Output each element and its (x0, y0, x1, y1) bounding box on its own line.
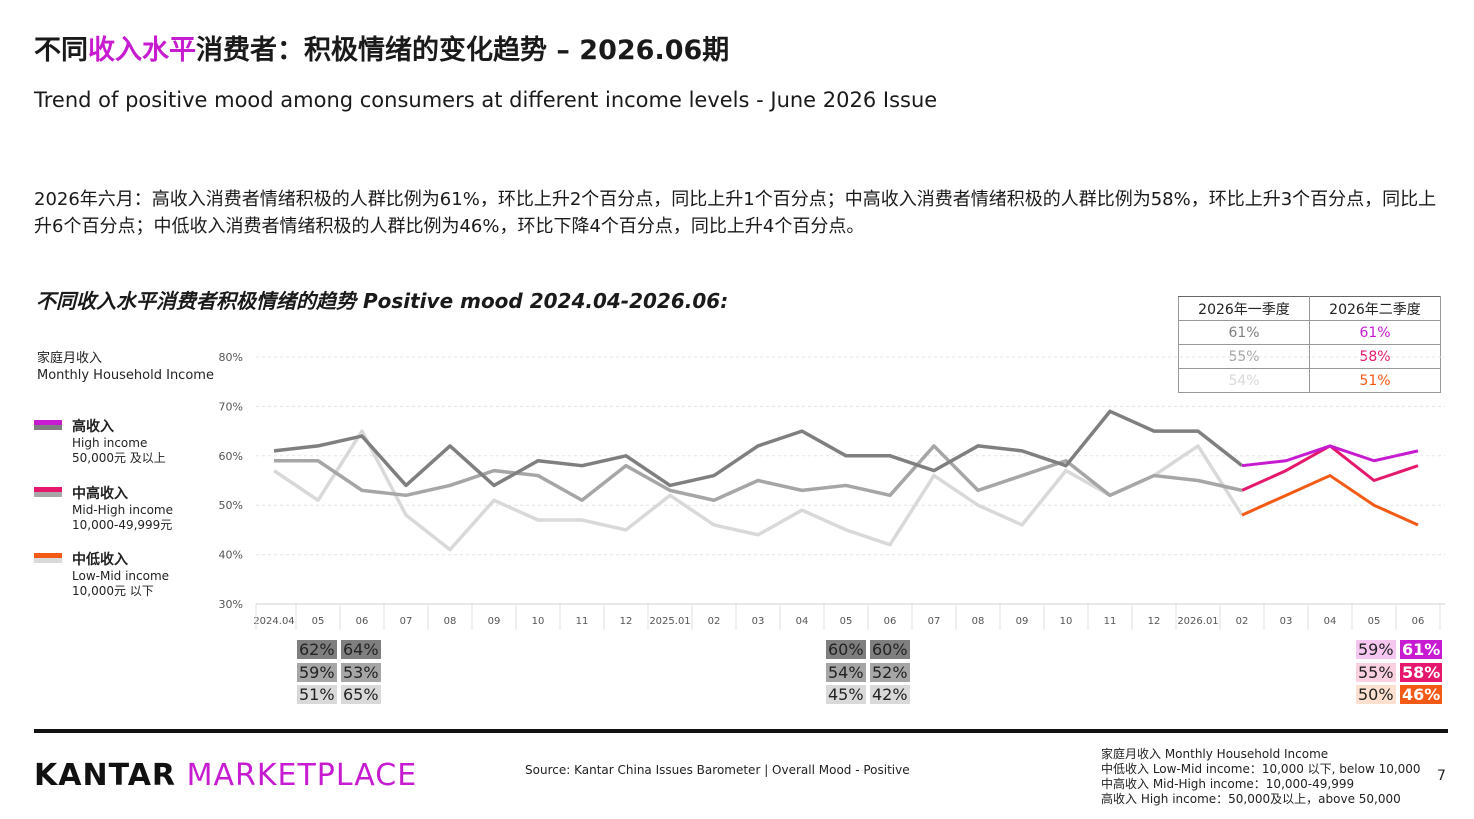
x-tick-label: 09 (1016, 616, 1029, 627)
quarter-header-q1: 2026年一季度 (1178, 296, 1310, 321)
x-tick-label: 07 (400, 616, 413, 627)
x-tick-label: 02 (1236, 616, 1249, 627)
line-chart: 30% 40% 50% 60% 70% 80% 2024.04 05 06 07 08 09 10 11 1… (219, 351, 1445, 630)
value-label-g2-high-1: 60% (870, 640, 910, 659)
value-label-g3-lowmid-1: 46% (1400, 685, 1443, 704)
legend-title: 家庭月收入 Monthly Household Income (37, 350, 214, 384)
legend-title-en: Monthly Household Income (37, 368, 214, 383)
series-line-midhigh-recent (1241, 444, 1419, 492)
series-line-lowmid-recent (1241, 474, 1419, 527)
value-label-g1-lowmid-0: 51% (297, 685, 337, 704)
value-label-g2-lowmid-0: 45% (826, 685, 866, 704)
x-tick-label: 08 (972, 616, 985, 627)
quarter-cell: 61% (1178, 320, 1310, 345)
x-tick-label: 04 (1324, 616, 1337, 627)
value-label-g2-high-0: 60% (826, 640, 866, 659)
value-label-g1-midhigh-0: 59% (297, 663, 337, 682)
x-tick-label: 08 (444, 616, 457, 627)
y-tick-label: 50% (219, 499, 243, 512)
value-label-g3-midhigh-0: 55% (1356, 663, 1396, 682)
quarter-row-high: 61% 61% (1178, 320, 1441, 345)
x-tick-label: 05 (1368, 616, 1381, 627)
x-tick-label: 12 (620, 616, 633, 627)
x-tick-label: 10 (1060, 616, 1073, 627)
series-line-midhigh-history (274, 444, 1243, 503)
value-label-g2-midhigh-1: 52% (870, 663, 910, 682)
value-label-g1-midhigh-1: 53% (341, 663, 381, 682)
x-tick-label: 05 (840, 616, 853, 627)
chart-title: 不同收入水平消费者积极情绪的趋势 Positive mood 2024.04-2… (36, 289, 729, 313)
x-tick-label: 2025.01 (649, 616, 690, 627)
y-tick-label: 60% (219, 450, 243, 463)
series-line-lowmid-history (273, 429, 1244, 552)
value-label-g2-lowmid-1: 42% (870, 685, 910, 704)
x-tick-label: 11 (576, 616, 589, 627)
x-tick-label: 2024.04 (253, 616, 294, 627)
legend-swatch-high (34, 420, 62, 430)
x-tick-label: 03 (1280, 616, 1293, 627)
x-tick-label: 11 (1104, 616, 1117, 627)
y-tick-label: 40% (219, 549, 243, 562)
footer-divider (34, 729, 1448, 733)
quarter-row-lowmid: 54% 51% (1178, 368, 1441, 393)
legend-swatch-midhigh (34, 487, 62, 497)
x-tick-label: 09 (488, 616, 501, 627)
series-line-high-history (273, 409, 1244, 488)
legend-swatch-lowmid (34, 553, 62, 563)
quarter-cell: 54% (1178, 368, 1310, 393)
value-label-g3-lowmid-0: 50% (1356, 685, 1396, 704)
x-tick-label: 04 (796, 616, 809, 627)
y-tick-label: 80% (219, 351, 243, 364)
quarter-table-header: 2026年一季度 2026年二季度 (1178, 296, 1441, 321)
value-label-g1-high-0: 62% (297, 640, 337, 659)
summary-text: 2026年六月：高收入消费者情绪积极的人群比例为61%，环比上升2个百分点，同比… (34, 189, 1437, 237)
x-tick-label: 12 (1148, 616, 1161, 627)
x-tick-label: 10 (532, 616, 545, 627)
page-subtitle: Trend of positive mood among consumers a… (34, 88, 938, 112)
value-label-g1-lowmid-1: 65% (341, 685, 381, 704)
value-label-g1-high-1: 64% (341, 640, 381, 659)
quarter-cell: 51% (1309, 368, 1441, 393)
page-number: 7 (1437, 768, 1446, 784)
x-tick-label: 05 (312, 616, 325, 627)
value-label-g3-high-1: 61% (1400, 640, 1443, 659)
value-label-g3-midhigh-1: 58% (1400, 663, 1443, 682)
legend-title-zh: 家庭月收入 (37, 351, 103, 366)
income-footnote: 家庭月收入 Monthly Household Income 中低收入 Low-… (1101, 747, 1421, 806)
x-tick-label: 02 (708, 616, 721, 627)
x-tick-label: 06 (1412, 616, 1425, 627)
source-note: Source: Kantar China Issues Barometer | … (525, 763, 910, 777)
x-tick-label: 2026.01 (1177, 616, 1218, 627)
x-tick-label: 03 (752, 616, 765, 627)
value-label-g3-high-0: 59% (1356, 640, 1396, 659)
title-highlight: 收入水平 (88, 35, 196, 66)
page-title: 不同收入水平消费者：积极情绪的变化趋势 – 2026.06期 (34, 35, 730, 66)
quarter-header-q2: 2026年二季度 (1309, 296, 1441, 321)
x-tick-label: 06 (884, 616, 897, 627)
x-tick-label: 07 (928, 616, 941, 627)
x-tick-label: 06 (356, 616, 369, 627)
kantar-marketplace-logo: KANTAR MARKETPLACE (34, 758, 418, 793)
series-line-high-recent (1241, 444, 1419, 468)
y-tick-label: 30% (219, 598, 243, 611)
value-label-g2-midhigh-0: 54% (826, 663, 866, 682)
y-tick-label: 70% (219, 400, 243, 413)
quarter-cell: 61% (1309, 320, 1441, 345)
